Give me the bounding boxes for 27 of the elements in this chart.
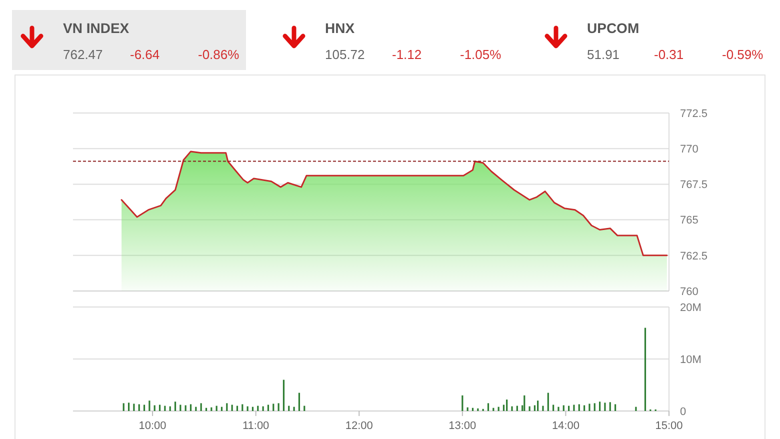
text: -0.59% [722, 47, 764, 62]
category-label: HNX [325, 20, 356, 36]
x-tick-label: 15:00 [655, 420, 683, 432]
y-tick-label: 772.5 [680, 108, 708, 120]
x-tick-label: 13:00 [448, 420, 476, 432]
y-tick-label: 767.5 [680, 179, 708, 192]
text: 762.47 [63, 47, 103, 62]
category-label: VN INDEX [63, 20, 130, 36]
y-tick-label: 10M [680, 354, 702, 366]
y-tick-label: 762.5 [680, 250, 708, 262]
y-tick-label: 770 [680, 143, 698, 156]
y-tick-label: 20M [680, 302, 702, 314]
y-tick-label: 0 [680, 406, 686, 418]
text: 105.72 [325, 47, 365, 62]
text: 51.91 [587, 47, 620, 62]
category-label: UPCOM [587, 20, 640, 36]
x-tick-label: 12:00 [345, 420, 373, 432]
y-tick-label: 765 [680, 214, 698, 227]
text: -6.64 [130, 47, 160, 62]
y-tick-label: 760 [680, 286, 698, 298]
text: -0.86% [198, 47, 240, 62]
x-tick-label: 11:00 [242, 420, 270, 432]
x-tick-label: 10:00 [138, 420, 166, 432]
text: -0.31 [654, 47, 684, 62]
text: -1.05% [460, 47, 502, 62]
text: -1.12 [392, 47, 422, 62]
x-tick-label: 14:00 [552, 420, 580, 432]
